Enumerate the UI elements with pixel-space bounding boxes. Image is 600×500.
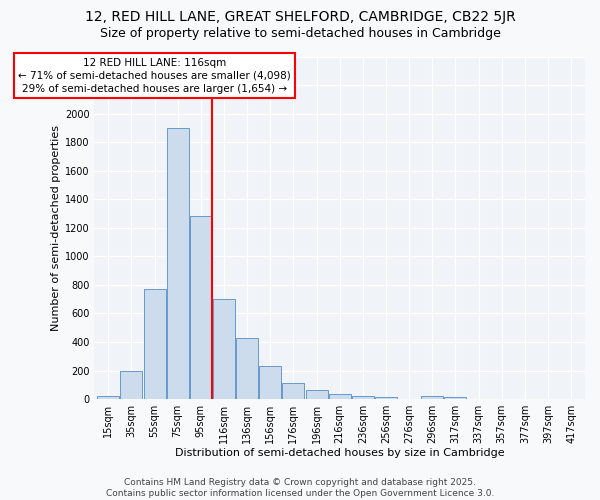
Bar: [329, 394, 350, 399]
Text: Contains HM Land Registry data © Crown copyright and database right 2025.
Contai: Contains HM Land Registry data © Crown c…: [106, 478, 494, 498]
Bar: [445, 397, 466, 399]
Bar: [236, 338, 258, 399]
Y-axis label: Number of semi-detached properties: Number of semi-detached properties: [50, 125, 61, 331]
Bar: [213, 299, 235, 399]
Bar: [259, 366, 281, 399]
Bar: [167, 128, 188, 399]
Bar: [283, 384, 304, 399]
Bar: [421, 396, 443, 399]
Bar: [375, 397, 397, 399]
Bar: [121, 370, 142, 399]
Bar: [190, 216, 212, 399]
X-axis label: Distribution of semi-detached houses by size in Cambridge: Distribution of semi-detached houses by …: [175, 448, 505, 458]
Bar: [143, 289, 166, 399]
Bar: [352, 396, 374, 399]
Text: 12, RED HILL LANE, GREAT SHELFORD, CAMBRIDGE, CB22 5JR: 12, RED HILL LANE, GREAT SHELFORD, CAMBR…: [85, 10, 515, 24]
Text: 12 RED HILL LANE: 116sqm
← 71% of semi-detached houses are smaller (4,098)
29% o: 12 RED HILL LANE: 116sqm ← 71% of semi-d…: [18, 58, 291, 94]
Bar: [305, 390, 328, 399]
Text: Size of property relative to semi-detached houses in Cambridge: Size of property relative to semi-detach…: [100, 28, 500, 40]
Bar: [97, 396, 119, 399]
